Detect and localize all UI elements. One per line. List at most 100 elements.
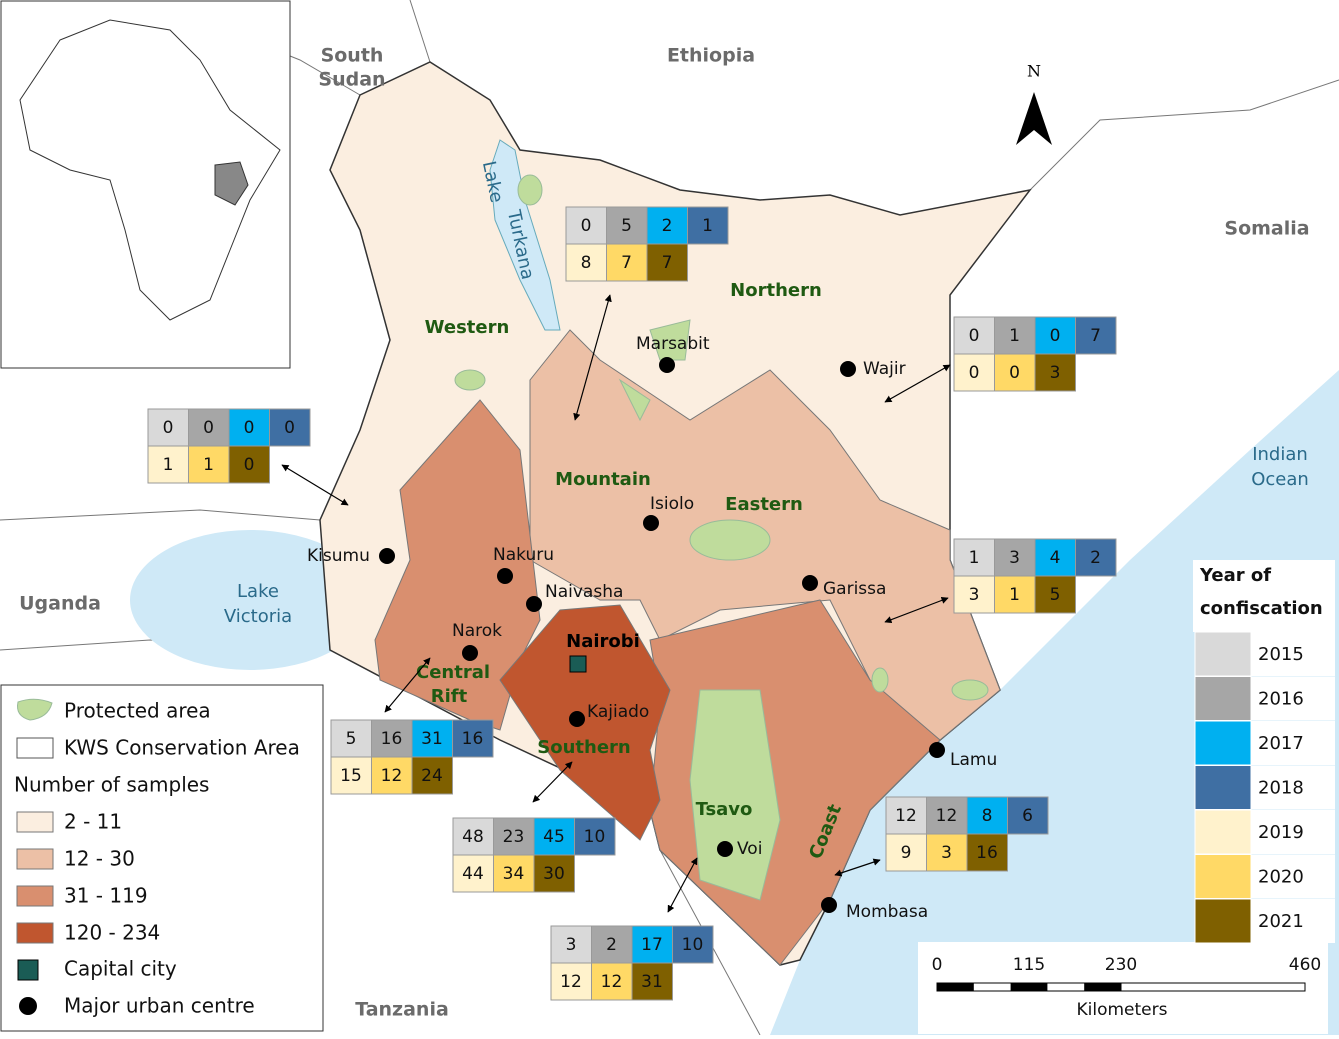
count-value: 0 <box>969 326 980 346</box>
count-cell <box>147 445 189 484</box>
count-cell <box>646 243 688 282</box>
count-cell <box>411 756 453 795</box>
count-cell <box>269 408 311 447</box>
count-value: 7 <box>621 253 632 273</box>
count-cell <box>188 445 230 484</box>
count-value: 17 <box>641 935 663 955</box>
urban-centre <box>929 742 945 758</box>
urban-centre <box>840 361 856 377</box>
count-value: 45 <box>543 827 565 847</box>
year-label-bg <box>1251 676 1335 721</box>
year-label: 2017 <box>1258 733 1304 754</box>
legend-label: Capital city <box>64 957 177 981</box>
legend-title: Number of samples <box>14 773 209 797</box>
count-value: 1 <box>1009 326 1020 346</box>
town-label: Isiolo <box>650 494 694 514</box>
count-cell <box>631 925 673 964</box>
count-cell <box>1034 538 1076 577</box>
count-value: 7 <box>662 253 673 273</box>
count-value: 1 <box>1009 585 1020 605</box>
lake-turkana <box>489 139 561 331</box>
year-label: 2015 <box>1258 644 1304 665</box>
region-31-119 <box>374 399 541 731</box>
count-value: 10 <box>682 935 704 955</box>
urban-centre <box>569 711 585 727</box>
year-label-bg <box>1251 765 1335 810</box>
count-cell <box>228 445 270 484</box>
country-label: Sudan <box>318 69 385 91</box>
town-label: Marsabit <box>636 334 710 354</box>
town-label: Naivasha <box>545 582 623 602</box>
region-label: Eastern <box>725 494 803 515</box>
legend: Protected area KWS Conservation Area Num… <box>0 684 324 1032</box>
year-swatch <box>1194 631 1252 677</box>
water-label: Ocean <box>1251 469 1309 490</box>
count-cell <box>533 854 575 893</box>
count-cell <box>1034 575 1076 614</box>
count-value: 0 <box>284 418 295 438</box>
count-cell <box>953 353 995 392</box>
water-label: Lake <box>237 581 279 602</box>
urban-centre <box>643 515 659 531</box>
count-value: 0 <box>1050 326 1061 346</box>
pointer-arrow <box>667 857 698 913</box>
water-label: Victoria <box>224 606 292 627</box>
count-value: 44 <box>462 864 484 884</box>
count-value: 3 <box>566 935 577 955</box>
count-cell <box>452 854 494 893</box>
count-value: 12 <box>895 806 917 826</box>
count-cell <box>452 817 494 856</box>
protected-areas <box>454 174 989 901</box>
north-arrow: N <box>1016 62 1052 145</box>
legend-label: 31 - 119 <box>64 884 148 908</box>
count-value: 2 <box>662 216 673 236</box>
count-value: 2 <box>1090 548 1101 568</box>
pointer-arrow <box>834 858 881 877</box>
count-cell <box>631 962 673 1001</box>
count-value: 0 <box>203 418 214 438</box>
count-value: 16 <box>976 843 998 863</box>
count-cell <box>885 833 927 872</box>
year-swatch <box>1194 898 1252 944</box>
count-cell <box>1034 353 1076 392</box>
legend-label: KWS Conservation Area <box>64 736 300 760</box>
count-value: 6 <box>1022 806 1033 826</box>
town-label: Kajiado <box>587 702 649 722</box>
year-swatch <box>1194 854 1252 899</box>
country-label: Somalia <box>1224 218 1309 240</box>
inset-map <box>0 0 291 369</box>
region-label: Northern <box>730 280 822 301</box>
year-label-bg <box>1251 899 1335 943</box>
count-value: 8 <box>982 806 993 826</box>
pointer-arrow <box>384 657 431 713</box>
count-value: 12 <box>560 972 582 992</box>
year-legend-title: confiscation <box>1200 598 1323 619</box>
urban-centre <box>717 841 733 857</box>
scale-tick-label: 0 <box>932 955 943 975</box>
legend-label: Protected area <box>64 699 211 723</box>
lake-victoria <box>130 530 370 670</box>
count-cell <box>606 243 648 282</box>
pointer-arrow <box>532 761 573 803</box>
urban-centre <box>821 897 837 913</box>
count-cell <box>330 719 372 758</box>
count-cell <box>550 925 592 964</box>
count-cell <box>1075 316 1117 355</box>
count-value: 12 <box>936 806 958 826</box>
count-value: 12 <box>381 766 403 786</box>
year-swatch <box>1194 676 1252 721</box>
count-value: 5 <box>346 729 357 749</box>
legend-swatch <box>16 848 54 870</box>
country-label: Uganda <box>19 593 101 615</box>
count-cell <box>926 796 968 835</box>
year-label: 2018 <box>1258 778 1304 799</box>
town-label: Voi <box>737 839 762 859</box>
count-value: 0 <box>1009 363 1020 383</box>
count-value: 1 <box>163 455 174 475</box>
town-label: Mombasa <box>846 902 928 922</box>
count-value: 30 <box>543 864 565 884</box>
count-value: 23 <box>503 827 525 847</box>
year-label: 2020 <box>1258 867 1304 888</box>
count-value: 12 <box>601 972 623 992</box>
